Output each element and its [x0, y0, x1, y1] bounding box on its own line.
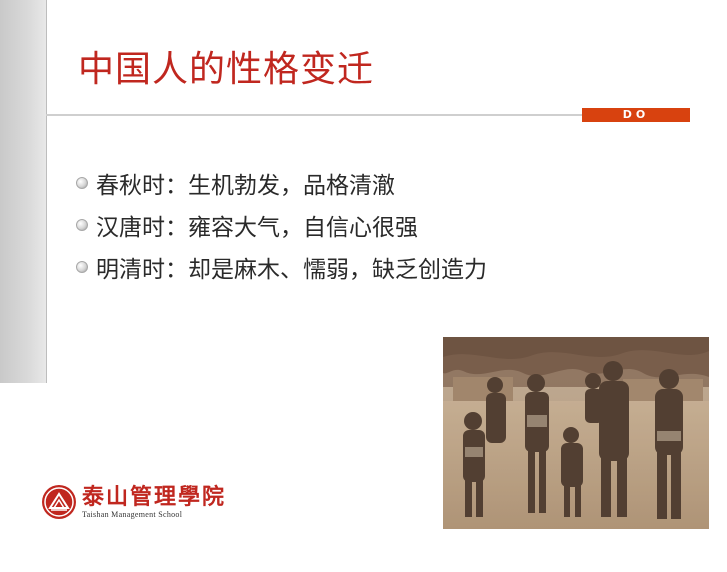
bullet-item: 汉唐时：雍容大气，自信心很强	[76, 204, 487, 246]
bullet-item: 春秋时：生机勃发，品格清澈	[76, 162, 487, 204]
bullet-dot-icon	[76, 219, 88, 231]
title-divider	[46, 114, 690, 116]
bullet-text: 汉唐时：雍容大气，自信心很强	[96, 215, 418, 241]
logo-name-cn: 泰山管理學院	[82, 484, 227, 510]
bullet-text: 明清时：却是麻木、懦弱，缺乏创造力	[96, 257, 487, 283]
historical-photo-children	[443, 337, 709, 529]
left-decor-band	[0, 0, 47, 383]
logo-text: 泰山管理學院 Taishan Management School	[82, 484, 226, 520]
bullet-dot-icon	[76, 177, 88, 189]
bullet-text: 春秋时：生机勃发，品格清澈	[96, 173, 395, 199]
bullet-list: 春秋时：生机勃发，品格清澈 汉唐时：雍容大气，自信心很强 明清时：却是麻木、懦弱…	[76, 162, 487, 288]
seal-icon	[42, 485, 76, 519]
bullet-item: 明清时：却是麻木、懦弱，缺乏创造力	[76, 246, 487, 288]
logo-name-en: Taishan Management School	[82, 510, 183, 519]
section-tag: DO	[582, 108, 690, 122]
bullet-dot-icon	[76, 261, 88, 273]
slide-title: 中国人的性格变迁	[78, 49, 375, 90]
school-logo: 泰山管理學院 Taishan Management School	[42, 484, 226, 520]
